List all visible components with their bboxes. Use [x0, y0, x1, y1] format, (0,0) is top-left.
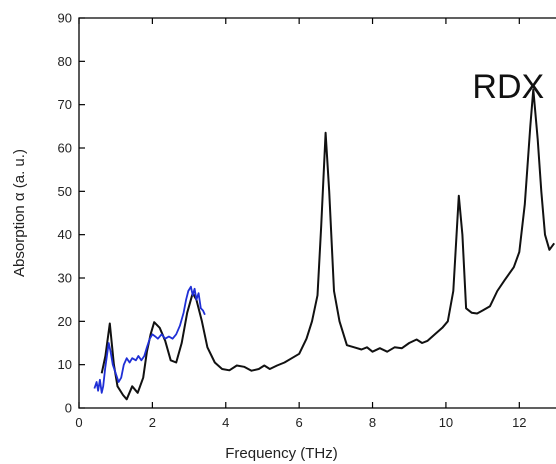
- series-line-0: [100, 88, 556, 401]
- x-axis-title: Frequency (THz): [225, 445, 338, 462]
- y-tick-label: 10: [58, 357, 72, 372]
- y-tick-label: 90: [58, 11, 72, 26]
- x-tick-label: 12: [512, 415, 526, 430]
- y-axis-title: Absorption α (a. u.): [11, 149, 28, 277]
- x-tick-label: 8: [369, 415, 376, 430]
- y-tick-label: 0: [65, 401, 72, 416]
- y-tick-label: 20: [58, 314, 72, 329]
- y-tick-label: 50: [58, 184, 72, 199]
- series-line-1: [93, 285, 206, 394]
- ticks: 0 2 4 6 8 10 12 0 10 20 30 40 50 60 70 80 90: [58, 11, 527, 431]
- x-tick-label: 4: [222, 415, 229, 430]
- plot-lines: [93, 88, 556, 401]
- x-tick-label: 10: [439, 415, 453, 430]
- annotation-label: RDX: [472, 68, 544, 106]
- x-tick-label: 2: [149, 415, 156, 430]
- y-tick-label: 40: [58, 227, 72, 242]
- x-tick-label: 0: [75, 415, 82, 430]
- x-tick-label: 6: [296, 415, 303, 430]
- y-tick-label: 30: [58, 271, 72, 286]
- y-tick-label: 80: [58, 54, 72, 69]
- y-tick-label: 60: [58, 141, 72, 156]
- y-tick-label: 70: [58, 97, 72, 112]
- axes-frame: [78, 17, 556, 409]
